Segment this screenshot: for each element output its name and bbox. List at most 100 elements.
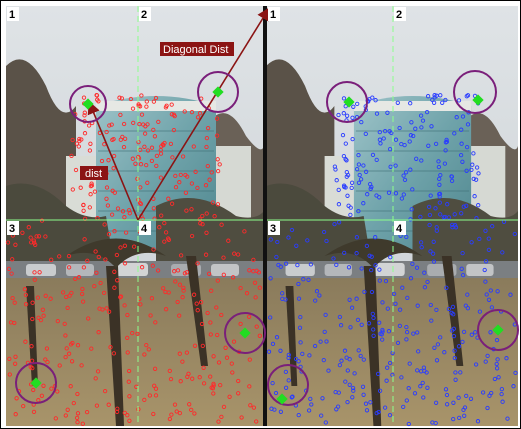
keypoint	[421, 365, 427, 370]
keypoint	[385, 306, 390, 311]
keypoint	[45, 359, 50, 365]
keypoint	[488, 330, 493, 335]
keypoint	[87, 205, 92, 210]
keypoint	[104, 185, 110, 190]
keypoint	[452, 212, 457, 217]
keypoint	[425, 94, 431, 99]
keypoint	[118, 295, 123, 300]
keypoint	[130, 330, 135, 336]
keypoint	[159, 213, 164, 218]
keypoint	[204, 144, 209, 150]
left-photo	[6, 6, 264, 426]
keypoint	[158, 151, 164, 156]
keypoint	[191, 144, 196, 149]
keypoint	[465, 93, 471, 98]
keypoint	[430, 420, 435, 425]
keypoint	[381, 136, 386, 141]
keypoint	[78, 185, 83, 190]
keypoint	[158, 175, 164, 180]
keypoint	[212, 214, 217, 219]
keypoint	[87, 148, 93, 153]
keypoint	[454, 115, 459, 120]
keypoint	[215, 278, 220, 283]
keypoint	[505, 416, 510, 421]
keypoint	[183, 172, 188, 178]
keypoint	[360, 384, 366, 389]
keypoint	[26, 225, 31, 230]
keypoint	[173, 173, 178, 179]
keypoint	[172, 113, 177, 119]
keypoint	[125, 413, 130, 418]
keypoint	[48, 296, 53, 301]
keypoint	[407, 139, 412, 144]
keypoint	[238, 321, 243, 327]
keypoint	[182, 271, 188, 276]
keypoint	[178, 172, 183, 178]
keypoint	[131, 244, 137, 249]
keypoint	[346, 265, 352, 270]
keypoint	[152, 366, 158, 371]
keypoint	[122, 261, 128, 266]
keypoint	[293, 356, 299, 362]
keypoint	[324, 339, 329, 344]
keypoint	[350, 385, 356, 391]
keypoint	[36, 315, 41, 320]
keypoint	[55, 389, 60, 394]
keypoint	[22, 287, 28, 292]
left-marker-q4	[239, 327, 251, 339]
keypoint	[449, 178, 455, 184]
keypoint	[198, 300, 204, 305]
keypoint	[118, 245, 123, 250]
keypoint	[430, 251, 436, 256]
keypoint	[414, 265, 420, 270]
keypoint	[125, 312, 130, 318]
keypoint	[122, 215, 127, 220]
keypoint	[131, 120, 136, 126]
keypoint	[385, 110, 390, 115]
keypoint	[404, 398, 409, 403]
keypoint	[473, 177, 479, 182]
keypoint	[63, 413, 68, 418]
keypoint	[149, 158, 155, 164]
keypoint	[380, 300, 385, 305]
keypoint	[359, 119, 364, 125]
keypoint	[486, 297, 492, 302]
keypoint	[57, 363, 62, 368]
keypoint	[161, 286, 166, 291]
keypoint	[400, 285, 405, 290]
keypoint	[94, 270, 99, 275]
keypoint	[336, 112, 341, 118]
keypoint	[492, 376, 498, 382]
keypoint	[354, 251, 359, 256]
keypoint	[184, 350, 190, 355]
keypoint	[345, 193, 350, 198]
keypoint	[251, 257, 256, 263]
keypoint	[145, 148, 151, 153]
keypoint	[112, 285, 117, 290]
keypoint	[415, 330, 420, 335]
keypoint	[431, 239, 436, 244]
keypoint	[322, 329, 327, 335]
keypoint	[387, 129, 392, 134]
keypoint	[33, 242, 38, 247]
keypoint	[102, 388, 108, 394]
keypoint	[429, 318, 434, 323]
keypoint	[290, 394, 295, 399]
keypoint	[43, 293, 48, 298]
keypoint	[125, 350, 130, 355]
keypoint	[359, 266, 364, 271]
keypoint	[272, 407, 277, 412]
keypoint	[167, 368, 172, 374]
keypoint	[283, 369, 289, 375]
keypoint	[122, 136, 128, 141]
keypoint	[301, 277, 306, 282]
keypoint	[247, 268, 252, 273]
keypoint	[458, 370, 463, 375]
keypoint	[82, 110, 87, 115]
keypoint	[446, 306, 452, 312]
keypoint	[382, 405, 388, 410]
keypoint	[331, 256, 336, 261]
keypoint	[81, 265, 87, 270]
keypoint	[118, 294, 124, 299]
